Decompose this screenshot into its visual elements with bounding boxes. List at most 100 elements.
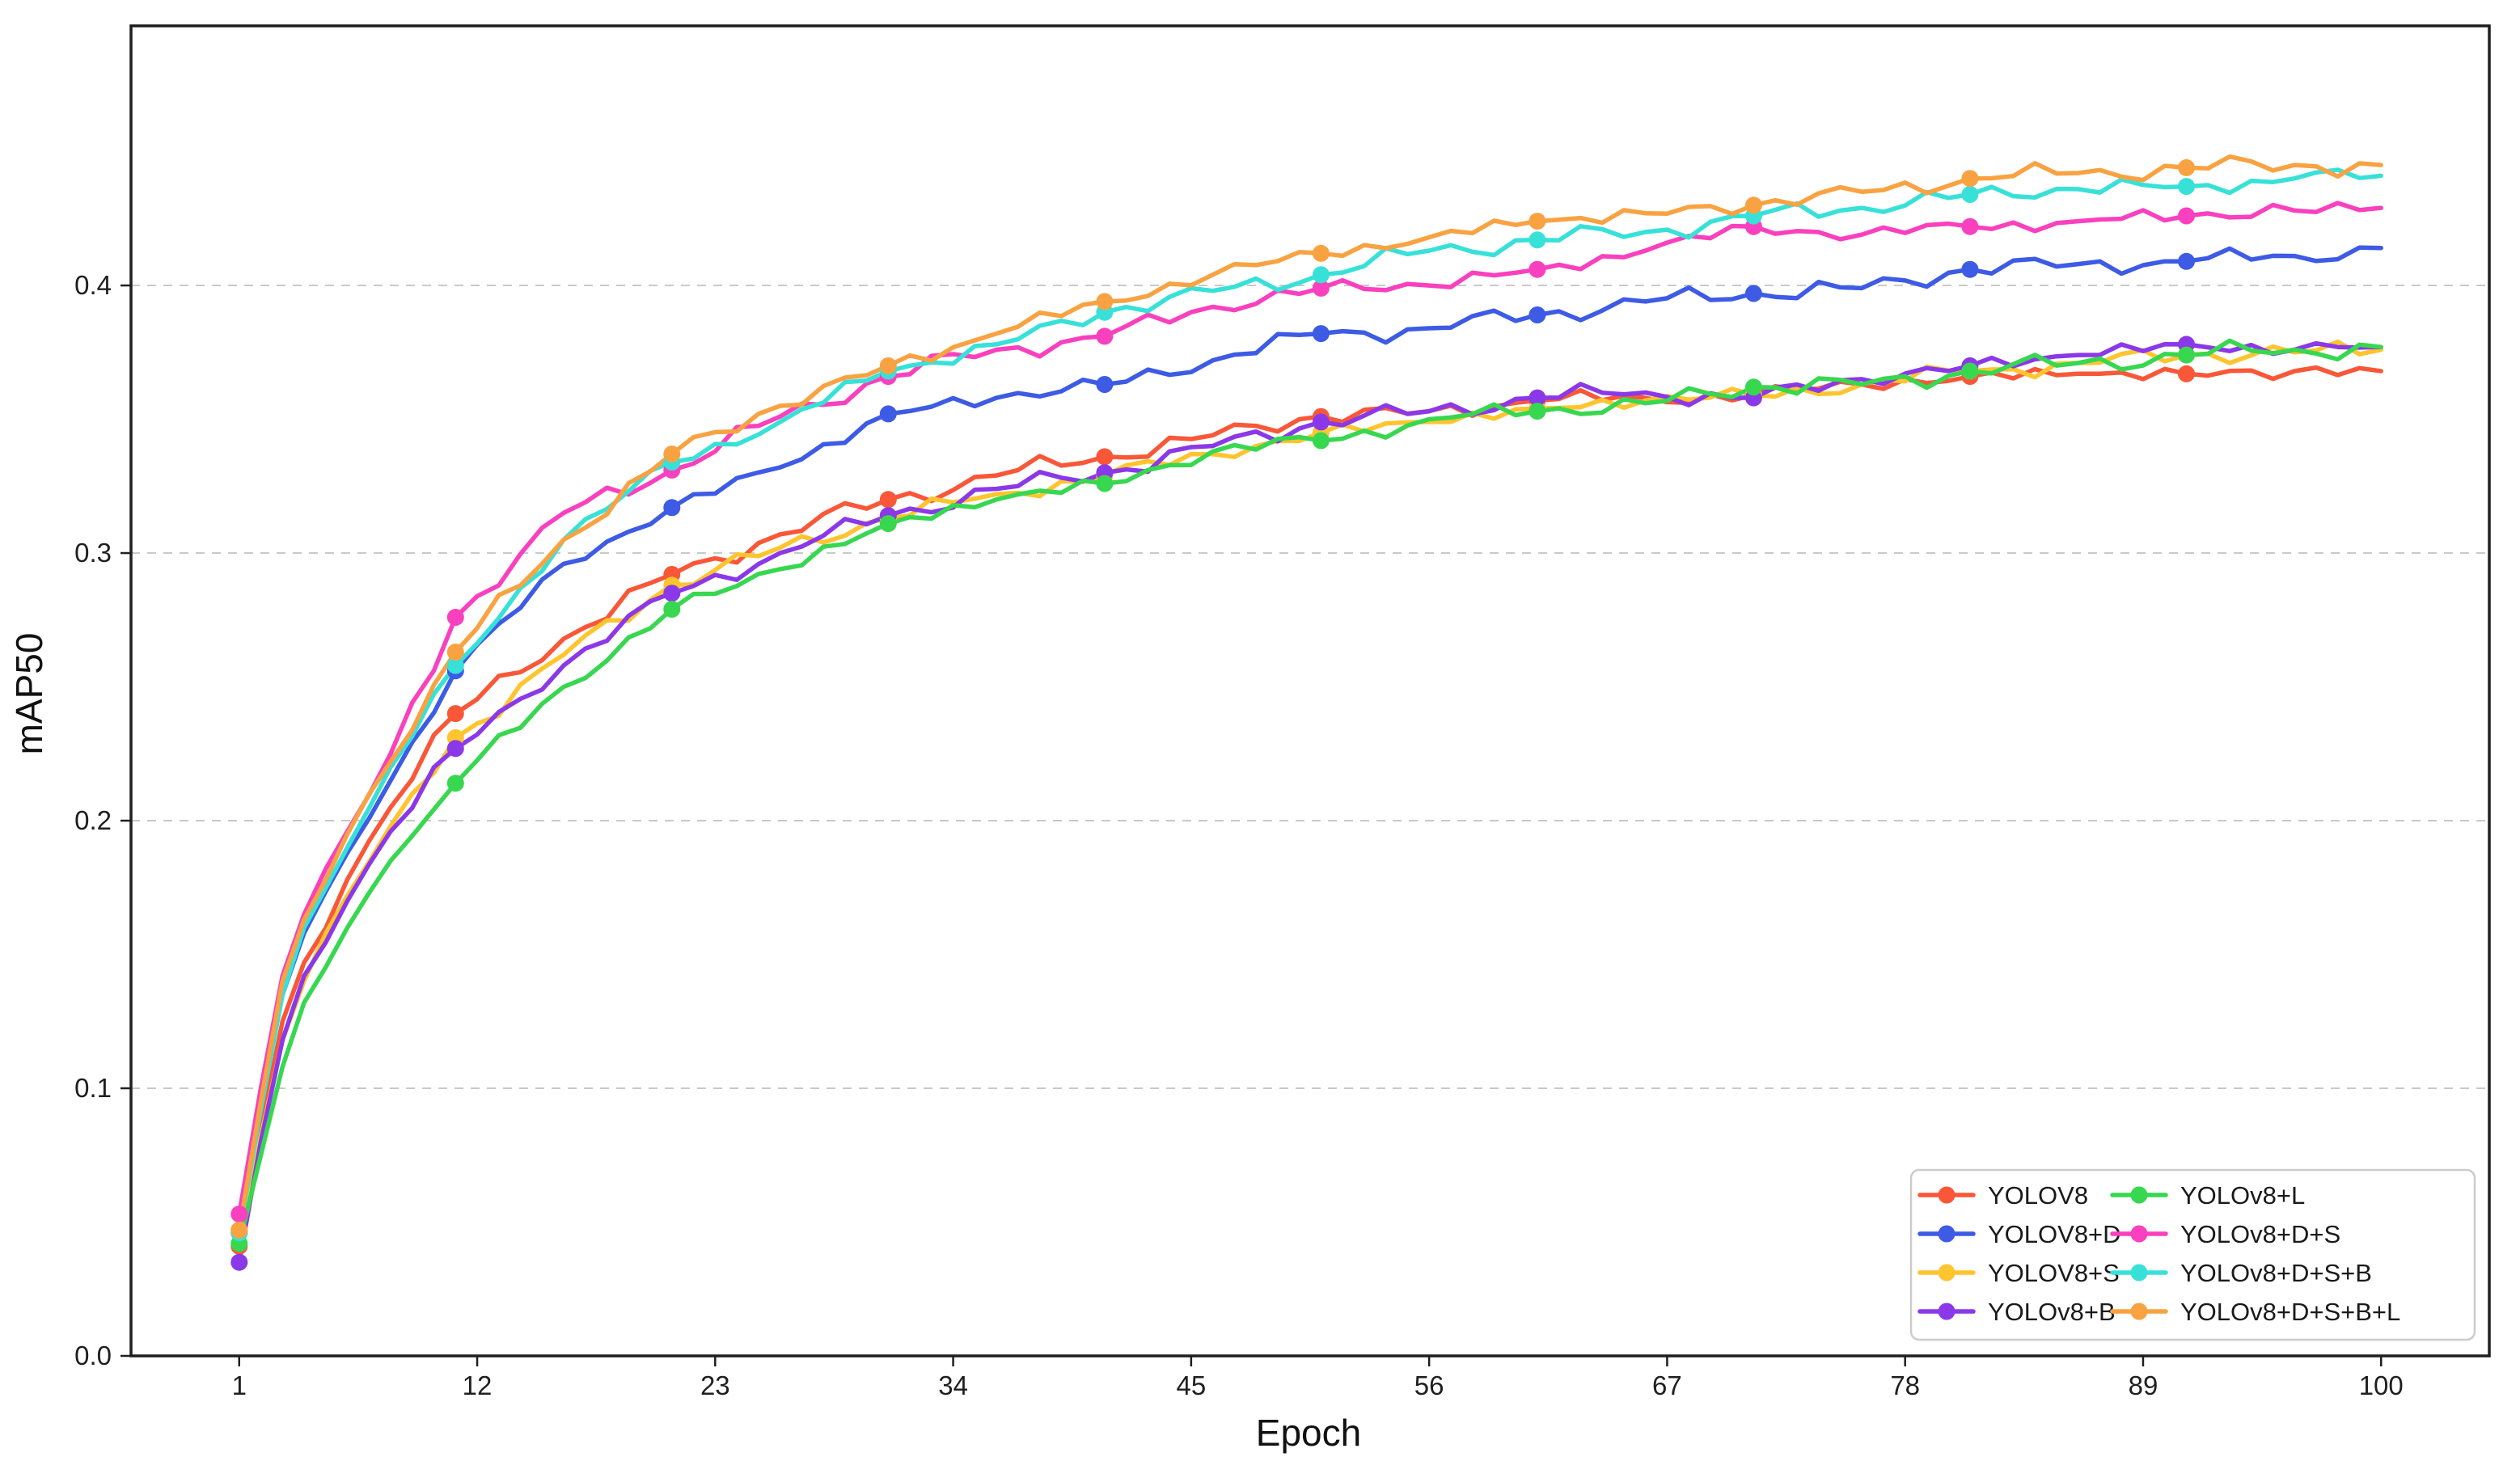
- gridlines: [131, 285, 2489, 1090]
- data-point-marker: [1528, 213, 1546, 230]
- data-point-marker: [879, 405, 897, 423]
- series-markers-YOLOV8+S: [230, 346, 2195, 1239]
- data-point-marker: [2178, 158, 2195, 176]
- data-point-marker: [2178, 207, 2195, 225]
- data-point-marker: [1312, 244, 1330, 262]
- series-markers-YOLOv8+D+S+B+L: [230, 158, 2195, 1239]
- data-point-marker: [663, 601, 681, 618]
- x-tick-label: 45: [1177, 1370, 1207, 1400]
- data-point-marker: [879, 491, 897, 509]
- data-point-marker: [1744, 196, 1762, 214]
- data-point-marker: [1528, 306, 1546, 323]
- data-point-marker: [230, 1206, 248, 1223]
- legend-marker-swatch: [1938, 1303, 1956, 1320]
- legend-label: YOLOv8+D+S: [2180, 1220, 2340, 1248]
- legend-item-YOLOv8+L: YOLOv8+L: [2110, 1181, 2305, 1210]
- data-point-marker: [1312, 325, 1330, 343]
- data-series: [237, 154, 2383, 1265]
- x-axis-label: Epoch: [1256, 1412, 1361, 1454]
- data-point-marker: [1528, 403, 1546, 420]
- data-point-marker: [1096, 448, 1114, 466]
- data-point-marker: [230, 1253, 248, 1271]
- data-point-marker: [2178, 346, 2195, 364]
- series-markers-YOLOv8+B: [230, 336, 2195, 1271]
- series-line-YOLOV8: [237, 365, 2383, 1249]
- y-tick-label: 0.3: [74, 538, 112, 568]
- data-point-marker: [1096, 475, 1114, 492]
- legend-label: YOLOv8+D+S+B: [2180, 1259, 2372, 1287]
- data-point-marker: [1961, 260, 1979, 278]
- legend: YOLOV8 YOLOV8+D YOLOV8+S YOLOv8+B YOLOv8+L YO…: [1909, 1168, 2476, 1341]
- data-point-markers: [230, 158, 2195, 1271]
- x-tick-label: 1: [232, 1370, 247, 1400]
- y-tick-label: 0.0: [74, 1341, 112, 1370]
- x-tick-label: 67: [1652, 1370, 1682, 1400]
- data-point-marker: [879, 515, 897, 533]
- legend-label: YOLOV8+D: [1988, 1220, 2121, 1248]
- data-point-marker: [446, 609, 464, 626]
- x-tick-label: 89: [2129, 1370, 2158, 1400]
- x-tick-label: 23: [700, 1370, 730, 1400]
- series-line-YOLOv8+D+S+B+L: [237, 154, 2383, 1233]
- data-point-marker: [1096, 376, 1114, 393]
- data-point-marker: [1096, 327, 1114, 345]
- legend-marker-swatch: [1938, 1186, 1956, 1204]
- x-tick-label: 100: [2359, 1370, 2404, 1400]
- data-point-marker: [2178, 365, 2195, 382]
- legend-marker-swatch: [2130, 1303, 2148, 1320]
- data-point-marker: [446, 705, 464, 723]
- data-point-marker: [1961, 217, 1979, 235]
- legend-item-YOLOV8+S: YOLOV8+S: [1917, 1259, 2120, 1287]
- data-point-marker: [1528, 389, 1546, 407]
- data-point-marker: [230, 1221, 248, 1239]
- legend-item-YOLOv8+B: YOLOv8+B: [1917, 1298, 2116, 1326]
- data-point-marker: [2178, 178, 2195, 196]
- series-markers-YOLOV8+D: [230, 252, 2195, 1242]
- series-line-YOLOv8+B: [237, 340, 2383, 1265]
- legend-marker-swatch: [1938, 1264, 1956, 1282]
- legend-box: [1909, 1168, 2476, 1341]
- data-point-marker: [1744, 285, 1762, 302]
- data-point-marker: [879, 357, 897, 374]
- series-line-YOLOv8+D+S+B: [237, 167, 2383, 1235]
- legend-label: YOLOV8+S: [1988, 1259, 2120, 1287]
- series-markers-YOLOv8+D+S+B: [230, 178, 2195, 1242]
- series-line-YOLOv8+D+S: [237, 201, 2383, 1217]
- data-point-marker: [1528, 260, 1546, 278]
- series-line-YOLOv8+L: [237, 338, 2383, 1246]
- data-point-marker: [1961, 186, 1979, 203]
- data-point-marker: [1312, 413, 1330, 431]
- legend-marker-swatch: [2130, 1264, 2148, 1282]
- x-tick-label: 34: [938, 1370, 968, 1400]
- x-tick-label: 78: [1890, 1370, 1920, 1400]
- legend-label: YOLOV8: [1988, 1181, 2088, 1210]
- y-tick-label: 0.1: [74, 1073, 112, 1103]
- data-point-marker: [1312, 279, 1330, 297]
- axis-ticks: 1 12 23 34 45 56 67 78 89 100 0.0 0.1 0.2 0.3 0.4: [74, 270, 2404, 1400]
- data-point-marker: [446, 740, 464, 758]
- data-point-marker: [1312, 266, 1330, 284]
- legend-item-YOLOv8+D+S+B+L: YOLOv8+D+S+B+L: [2110, 1298, 2400, 1326]
- data-point-marker: [1961, 170, 1979, 188]
- data-point-marker: [446, 644, 464, 661]
- data-point-marker: [1744, 378, 1762, 396]
- data-point-marker: [1528, 231, 1546, 249]
- legend-label: YOLOv8+D+S+B+L: [2180, 1298, 2400, 1326]
- data-point-marker: [1961, 362, 1979, 380]
- data-point-marker: [1312, 432, 1330, 450]
- x-tick-label: 12: [463, 1370, 493, 1400]
- series-line-YOLOV8+D: [237, 245, 2383, 1235]
- data-point-marker: [446, 657, 464, 674]
- series-line-YOLOV8+S: [237, 339, 2383, 1233]
- data-point-marker: [663, 585, 681, 602]
- legend-item-YOLOV8+D: YOLOV8+D: [1917, 1220, 2121, 1248]
- legend-item-YOLOv8+D+S+B: YOLOv8+D+S+B: [2110, 1259, 2372, 1287]
- legend-marker-swatch: [2130, 1186, 2148, 1204]
- y-tick-label: 0.2: [74, 805, 112, 835]
- series-markers-YOLOV8: [230, 365, 2195, 1255]
- y-axis-label: mAP50: [8, 633, 50, 755]
- axes-border: [129, 24, 2491, 1358]
- legend-marker-swatch: [1938, 1225, 1956, 1243]
